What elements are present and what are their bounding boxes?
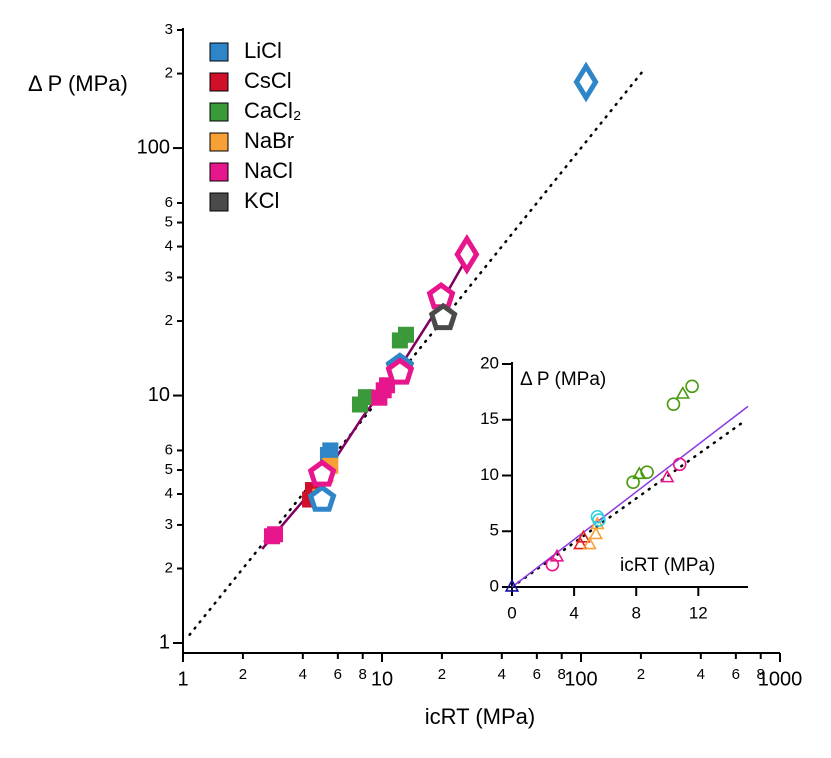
x-tick-label: 4 (498, 666, 506, 683)
legend-label: NaCl (244, 158, 293, 183)
marker-circle (672, 457, 687, 472)
legend-label: CaCl₂ (244, 98, 301, 123)
x-tick-label: 12 (689, 603, 708, 622)
y-tick-label: 4 (165, 238, 173, 255)
y-tick-label: 3 (165, 21, 173, 38)
legend-swatch (209, 162, 229, 182)
legend-label: KCl (244, 188, 279, 213)
y-tick-label: 5 (165, 461, 173, 478)
x-tick-label: 6 (732, 666, 740, 683)
x-tick-label: 4 (569, 603, 578, 622)
y-tick-label: 15 (480, 409, 499, 428)
marker-triangle (576, 529, 591, 543)
x-tick-label: 2 (637, 666, 645, 683)
x-tick-label: 2 (438, 666, 446, 683)
x-tick-label: 4 (697, 666, 705, 683)
marker-pentagon (428, 302, 458, 331)
y-tick-label: 3 (165, 268, 173, 285)
legend-swatch (209, 192, 229, 212)
x-tick-label: 8 (558, 666, 566, 683)
y-tick-label: 10 (148, 384, 170, 406)
y-tick-label: 2 (165, 312, 173, 329)
marker-square (267, 526, 284, 543)
y-tick-label: 10 (480, 465, 499, 484)
reference-line (188, 69, 645, 636)
legend-swatch (209, 72, 229, 92)
x-tick-label: 10 (371, 668, 393, 690)
y-tick-label: 1 (159, 631, 170, 653)
y-tick-label: 6 (165, 194, 173, 211)
fit-line (511, 405, 749, 588)
x-tick-label: 1 (177, 668, 188, 690)
legend-swatch (209, 42, 229, 62)
x-tick-label: 8 (631, 603, 640, 622)
x-tick-label: 1000 (758, 668, 803, 690)
inset-x-axis-label: icRT (MPa) (620, 555, 715, 576)
marker-triangle (549, 548, 565, 562)
x-axis-label: icRT (MPa) (425, 704, 535, 729)
marker-diamond (573, 61, 599, 103)
y-tick-label: 5 (165, 214, 173, 231)
marker-circle (590, 509, 605, 524)
y-tick-label: 4 (165, 485, 173, 502)
legend-label: CsCl (244, 68, 292, 93)
legend-swatch (209, 132, 229, 152)
marker-pentagon (385, 357, 415, 385)
y-tick-label: 20 (480, 353, 499, 372)
marker-triangle (582, 536, 597, 550)
marker-square (322, 442, 339, 459)
x-tick-label: 8 (757, 666, 765, 683)
marker-circle (640, 465, 654, 479)
marker-triangle (573, 536, 588, 550)
legend-label: NaBr (244, 128, 294, 153)
marker-triangle (660, 469, 675, 483)
y-tick-label: 2 (165, 559, 173, 576)
marker-circle (626, 475, 640, 489)
marker-triangle (632, 466, 647, 480)
y-tick-label: 0 (490, 576, 499, 595)
y-tick-label: 3 (165, 516, 173, 533)
marker-circle (685, 379, 699, 394)
legend-label: LiCl (244, 38, 282, 63)
marker-circle (666, 397, 681, 411)
marker-square (357, 389, 374, 406)
x-tick-label: 6 (533, 666, 541, 683)
x-tick-label: 2 (239, 666, 247, 683)
marker-triangle (588, 526, 604, 540)
marker-pentagon (307, 484, 337, 512)
x-tick-label: 100 (564, 668, 597, 690)
x-tick-label: 8 (359, 666, 367, 683)
x-tick-label: 6 (334, 666, 342, 683)
marker-triangle (504, 578, 520, 592)
inset-y-axis-label: Δ P (MPa) (520, 369, 606, 390)
marker-pentagon (307, 459, 337, 487)
y-tick-label: 100 (137, 136, 170, 158)
y-tick-label: 2 (165, 65, 173, 82)
legend-swatch (209, 102, 229, 122)
x-tick-label: 0 (507, 603, 516, 622)
y-axis-label: Δ P (MPa) (28, 71, 128, 96)
y-tick-label: 5 (490, 521, 499, 540)
marker-pentagon (426, 281, 456, 310)
marker-diamond (454, 233, 480, 275)
x-tick-label: 4 (299, 666, 307, 683)
marker-triangle (675, 385, 691, 399)
y-tick-label: 6 (165, 441, 173, 458)
marker-square (397, 326, 414, 343)
